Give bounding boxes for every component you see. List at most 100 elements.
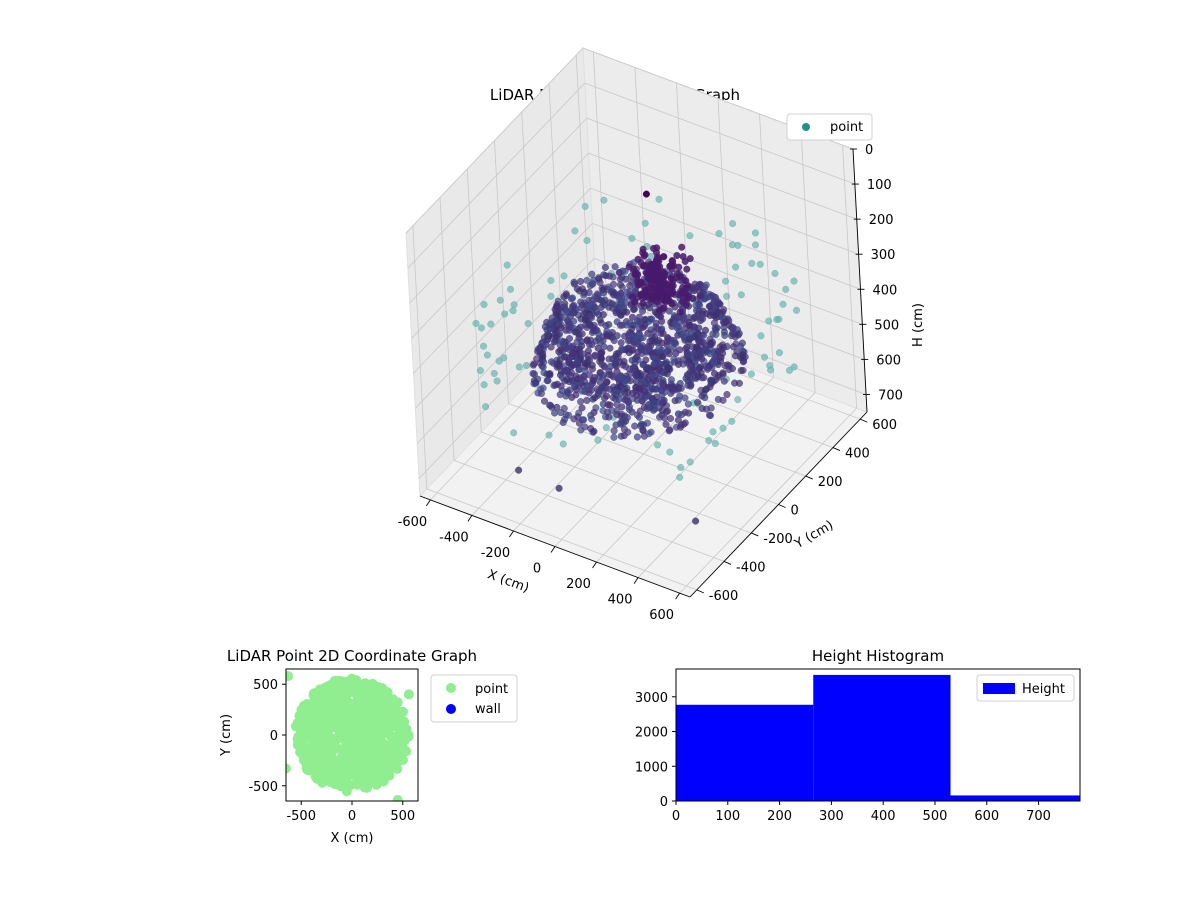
scatter-point [628, 234, 636, 242]
scatter-point [644, 329, 652, 337]
scatter-point [793, 306, 801, 314]
scatter-point [701, 283, 709, 291]
scatter-point [325, 706, 336, 717]
scatter-point [578, 404, 586, 412]
scatter-point [757, 332, 765, 340]
plot-2d-legend: point wall [430, 674, 518, 723]
scatter-point [361, 740, 372, 751]
y-tick-label: -400 [736, 560, 766, 575]
grid-line-x [800, 129, 816, 393]
scatter-point [394, 746, 405, 757]
scatter-point [670, 261, 678, 269]
y-tick-mark [805, 475, 813, 480]
scatter-point [676, 308, 684, 316]
scatter-point [663, 370, 671, 378]
z-tick-label: 400 [872, 283, 897, 298]
scatter-point [641, 388, 649, 396]
scatter-point [786, 366, 794, 374]
scatter-point [624, 398, 632, 406]
scatter-point [673, 274, 681, 282]
scatter-point [616, 275, 624, 283]
x-tick-label: 500 [923, 809, 948, 824]
scatter-point [719, 396, 727, 404]
scatter-point [658, 353, 666, 361]
histogram-legend-swatch [983, 683, 1015, 694]
scatter-point [723, 292, 731, 300]
scatter-point [662, 420, 670, 428]
scatter-point [679, 284, 687, 292]
scatter-point [293, 731, 304, 742]
scatter-point [707, 376, 715, 384]
x-tick-mark [467, 515, 473, 522]
scatter-point [609, 273, 617, 281]
scatter-point [578, 285, 586, 293]
scatter-point [695, 324, 703, 332]
scatter-point [632, 371, 640, 379]
scatter-point [581, 202, 589, 210]
z-tick-label: 700 [878, 388, 903, 403]
scatter-point [696, 292, 704, 300]
scatter-point [591, 351, 599, 359]
scatter-point [327, 733, 338, 744]
scatter-point [686, 232, 694, 240]
scatter-point [366, 762, 377, 773]
scatter-point [595, 274, 603, 282]
scatter-point [682, 301, 690, 309]
x-tick-label: 200 [566, 577, 591, 592]
scatter-point [507, 285, 515, 293]
scatter-point [510, 429, 518, 437]
scatter-point [500, 354, 508, 362]
scatter-point [570, 317, 578, 325]
scatter-point [659, 291, 667, 299]
scatter-point [373, 712, 384, 723]
scatter-point [639, 334, 647, 342]
scatter-point [583, 276, 591, 284]
scatter-point [684, 400, 692, 408]
scatter-point [353, 778, 364, 789]
scatter-point [654, 441, 662, 449]
scatter-point [286, 763, 291, 774]
scatter-point [737, 353, 745, 361]
scatter-point [673, 314, 681, 322]
scatter-point [676, 392, 684, 400]
x-tick-label: 600 [649, 608, 674, 623]
scatter-point [603, 392, 611, 400]
scatter-point [574, 413, 582, 421]
x-tick-label: 0 [348, 809, 356, 824]
scatter-point [767, 366, 775, 374]
plot-2d-ylabel: Y (cm) [219, 714, 234, 757]
x-tick-mark [675, 592, 680, 600]
scatter-point [529, 361, 537, 369]
scatter-point [633, 433, 641, 441]
histogram-ticks: 0 100 200 300 400 500 600 700 0 1000 2000 3000 [635, 691, 1051, 824]
scatter-point [623, 308, 631, 316]
scatter-point [725, 366, 733, 374]
scatter-point [675, 360, 683, 368]
scatter-point [615, 373, 623, 381]
scatter-point [714, 348, 722, 356]
scatter-point [336, 732, 347, 743]
scatter-point [594, 436, 602, 444]
scatter-point [756, 260, 764, 268]
scatter-point [621, 332, 629, 340]
scatter-point [524, 320, 532, 328]
scatter-point [729, 220, 737, 228]
scatter-point [705, 437, 713, 445]
scatter-point [775, 315, 783, 323]
scatter-point [599, 311, 607, 319]
scatter-point [559, 340, 567, 348]
y-tick-label: 500 [253, 678, 278, 693]
scatter-point [547, 277, 555, 285]
scatter-point [765, 317, 773, 325]
scatter-point [662, 408, 670, 416]
scatter-point [617, 382, 625, 390]
grid-line-z [592, 222, 863, 325]
scatter-point [628, 278, 636, 286]
scatter-point [613, 407, 621, 415]
plot-2d-point-layer [286, 671, 414, 801]
scatter-point [779, 300, 787, 308]
scatter-point [752, 241, 760, 249]
grid-line-x [759, 114, 774, 378]
z-tick-label: 300 [871, 248, 896, 263]
scatter-point [313, 696, 324, 707]
